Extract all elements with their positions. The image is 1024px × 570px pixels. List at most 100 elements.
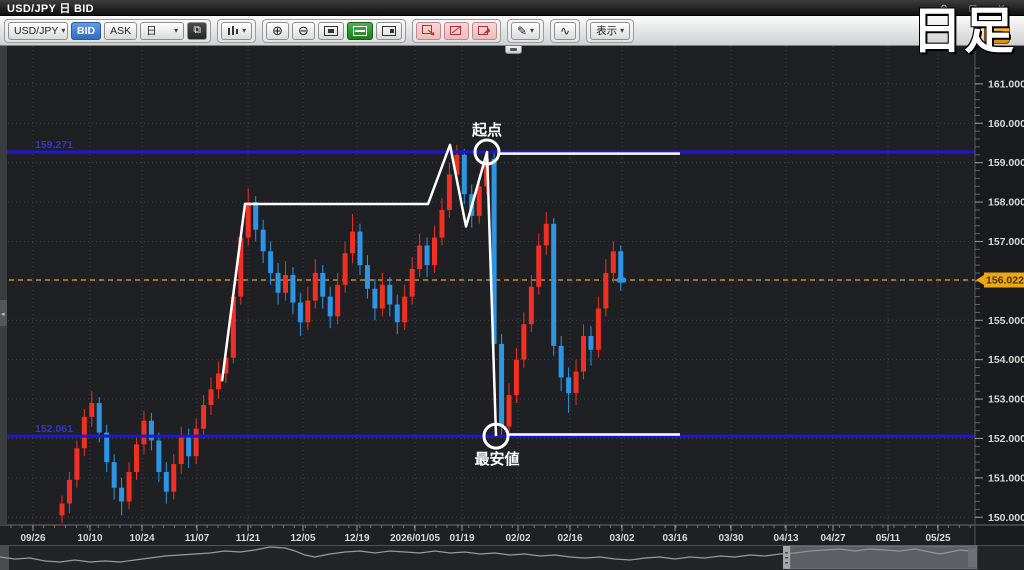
candles-layer xyxy=(59,144,624,524)
candle xyxy=(156,432,162,482)
candle xyxy=(327,286,333,329)
panel-collapse-tab[interactable] xyxy=(505,46,522,54)
candle xyxy=(89,391,95,427)
candle xyxy=(506,383,512,435)
display-menu-button[interactable]: 表示 ▾ xyxy=(590,21,631,40)
candle xyxy=(461,148,467,205)
candle xyxy=(320,265,326,309)
candle xyxy=(387,276,393,317)
y-axis-area xyxy=(975,46,1024,545)
candle xyxy=(446,162,452,218)
orange-app-badge-icon[interactable] xyxy=(984,24,1010,44)
x-axis-label: 12/19 xyxy=(344,533,369,544)
price-level-line: 152.061 xyxy=(0,423,975,438)
order-box-line-icon xyxy=(449,25,462,35)
bid-button[interactable]: BID xyxy=(71,21,102,40)
y-axis-label: 160.000 xyxy=(988,118,1024,130)
auto-scale-button[interactable] xyxy=(346,21,373,40)
x-axis-label: 03/16 xyxy=(662,533,687,544)
x-axis-label: 03/30 xyxy=(718,533,743,544)
zoom-out-button[interactable]: ⊖ xyxy=(292,21,315,40)
navigator-window[interactable] xyxy=(789,545,978,570)
candle xyxy=(558,336,564,392)
chart-type-button[interactable]: ▾ xyxy=(221,21,253,40)
timeframe-overlay-label: 日足 xyxy=(912,3,1016,59)
chart-navigator-scrollbar[interactable] xyxy=(0,545,1024,570)
x-axis-label: 04/27 xyxy=(820,533,845,544)
zigzag-line xyxy=(220,143,498,437)
new-order-button[interactable] xyxy=(415,21,441,40)
last-price-marker xyxy=(617,277,626,283)
zoom-in-button[interactable]: ⊕ xyxy=(266,21,290,40)
candle xyxy=(119,477,125,516)
timeframe-select[interactable]: 日 ▾ xyxy=(140,21,185,40)
chevron-down-icon: ▾ xyxy=(620,26,625,35)
collapse-arrow-icon: ◂ xyxy=(1,311,5,318)
grid-layer xyxy=(0,46,975,525)
candle xyxy=(528,274,534,333)
annotation-circle xyxy=(482,422,510,450)
chevron-down-icon: ▾ xyxy=(530,26,535,35)
left-strip-handle[interactable]: ◂ xyxy=(0,300,7,326)
indicator-button[interactable]: ∿ xyxy=(554,21,577,40)
compare-chart-button[interactable]: ⧉ xyxy=(187,21,208,40)
candle xyxy=(491,152,497,352)
candle xyxy=(610,241,616,283)
fit-range-button[interactable] xyxy=(317,21,344,40)
candle xyxy=(551,217,557,356)
candle xyxy=(350,213,356,264)
y-axis-label: 151.000 xyxy=(988,472,1024,484)
candle xyxy=(581,324,586,380)
draw-group: ✎ ▾ xyxy=(506,18,545,43)
draw-tool-button[interactable]: ✎ ▾ xyxy=(510,21,541,40)
candle xyxy=(141,410,147,455)
zoom-out-icon: ⊖ xyxy=(298,22,309,38)
window-mini-controls[interactable]: ⚙ ▢ ✕ xyxy=(939,3,1014,13)
candle xyxy=(208,377,214,415)
y-axis-label: 161.000 xyxy=(988,78,1024,90)
candle xyxy=(364,255,370,299)
tab-grip-icon xyxy=(510,48,517,51)
lowest-price-label: 最安値 xyxy=(474,450,519,468)
candle xyxy=(163,462,169,504)
zoom-in-icon: ⊕ xyxy=(272,22,284,38)
edit-order-button[interactable] xyxy=(443,21,469,40)
pencil-icon: ✎ xyxy=(516,23,527,38)
ask-button[interactable]: ASK xyxy=(104,21,138,40)
candle xyxy=(409,257,415,305)
x-axis-label: 2026/01/05 xyxy=(390,533,440,544)
candle xyxy=(134,434,139,480)
candle xyxy=(417,233,423,277)
price-level-label: 159.271 xyxy=(35,139,73,151)
indicator-group: ∿ xyxy=(550,18,581,43)
scroll-to-latest-button[interactable] xyxy=(375,21,402,40)
candle xyxy=(283,261,288,301)
close-order-button[interactable] xyxy=(471,21,497,40)
candle xyxy=(513,347,519,404)
candle xyxy=(432,225,437,273)
x-axis-label: 11/21 xyxy=(236,533,261,544)
chart-toolbar: USD/JPY ▾ BID ASK 日 ▾ ⧉ ▾ ⊕ ⊖ xyxy=(0,16,1024,46)
candle xyxy=(268,241,274,285)
chevron-down-icon: ▾ xyxy=(61,26,66,35)
x-axis-label: 09/26 xyxy=(20,533,45,544)
order-box-flag-icon xyxy=(477,26,490,35)
wave-icon: ∿ xyxy=(560,23,571,38)
display-group: 表示 ▾ xyxy=(586,18,635,43)
candle xyxy=(618,245,624,291)
candle xyxy=(290,267,296,315)
x-axis-label: 05/11 xyxy=(876,533,901,544)
current-price-badge: 156.022 xyxy=(976,272,1024,288)
candle xyxy=(104,424,110,472)
candle xyxy=(521,312,527,368)
currency-pair-select[interactable]: USD/JPY ▾ xyxy=(8,21,68,40)
y-axis-label: 152.000 xyxy=(988,433,1024,445)
candle xyxy=(193,418,199,465)
left-strip xyxy=(0,46,7,525)
x-axis-label: 01/19 xyxy=(449,533,474,544)
candle xyxy=(402,284,408,331)
window-title-bar: USD/JPY 日 BID xyxy=(0,0,1024,16)
range-center-icon xyxy=(323,25,338,36)
